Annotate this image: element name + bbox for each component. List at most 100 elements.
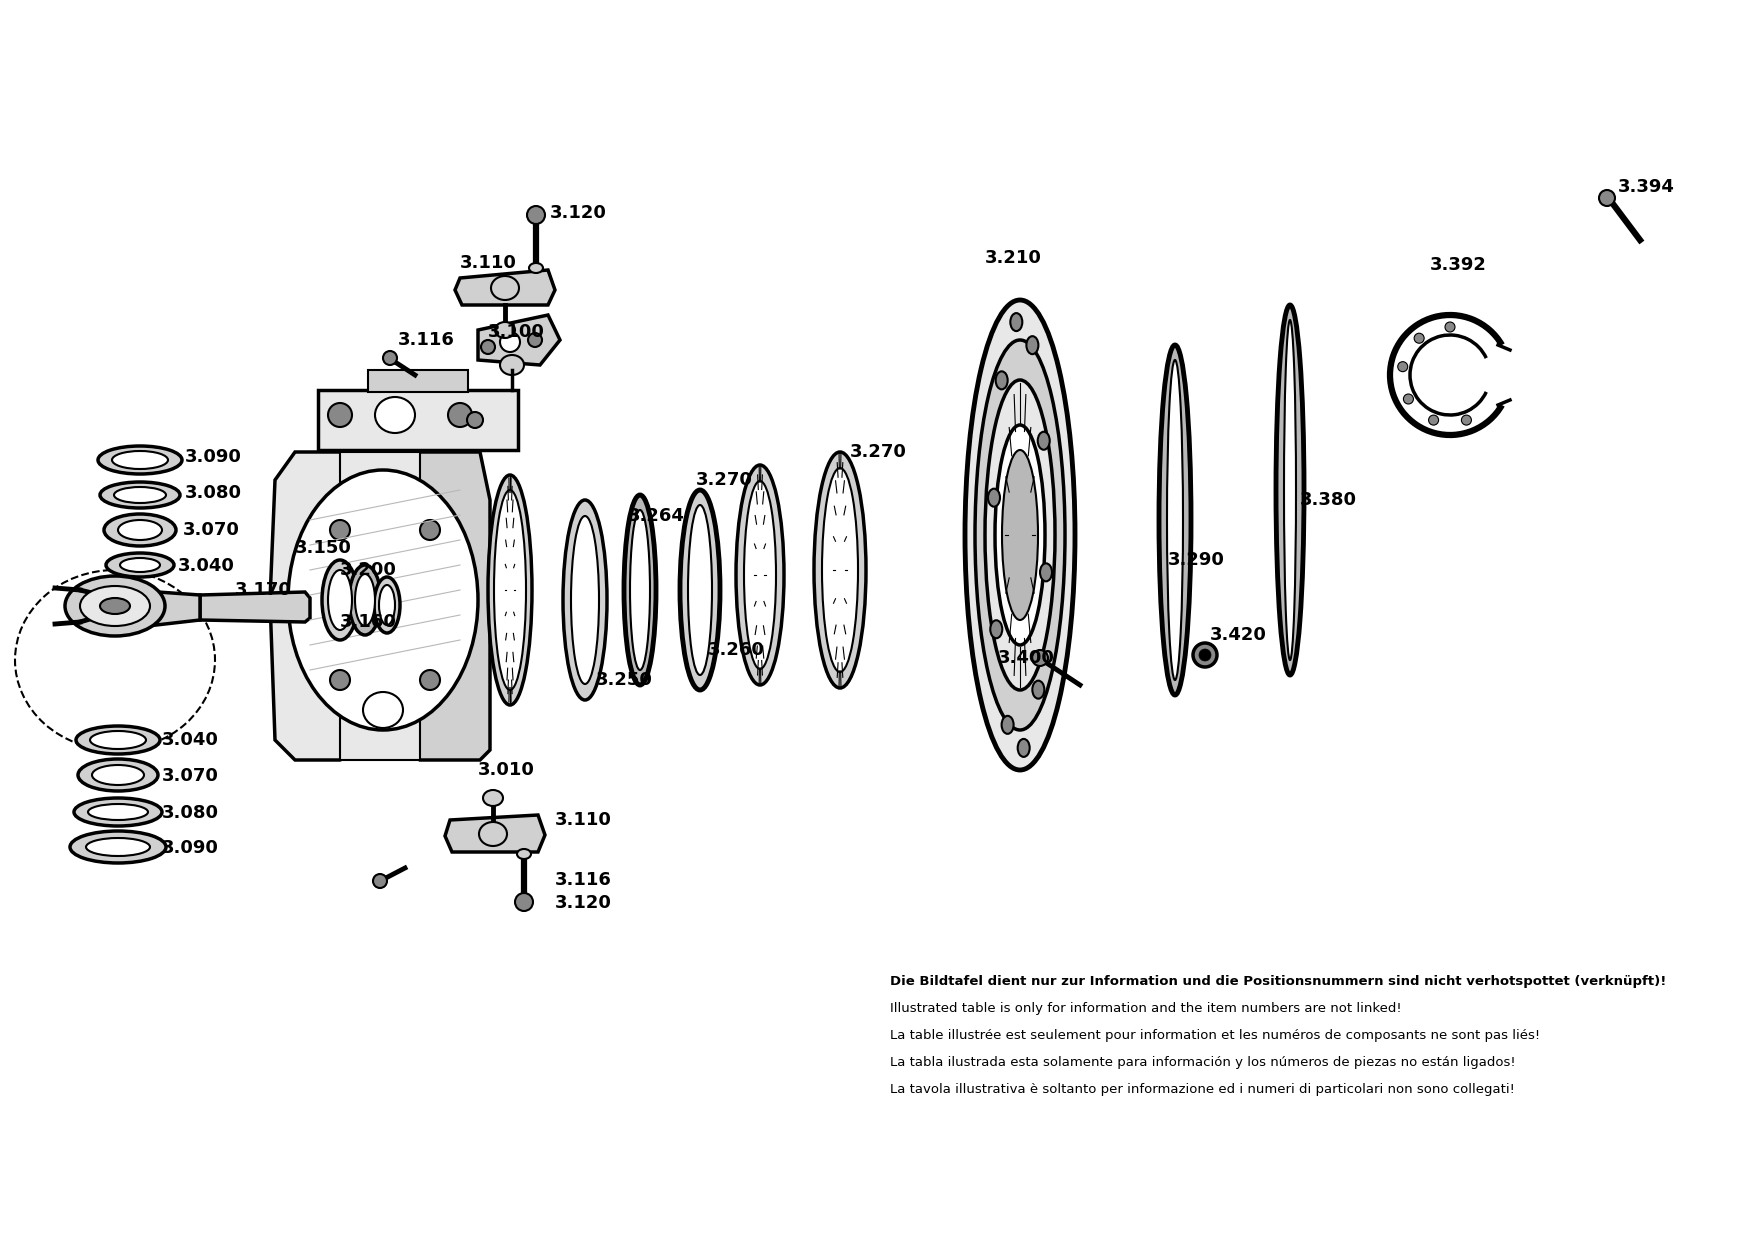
Circle shape <box>1461 415 1472 425</box>
Text: 3.090: 3.090 <box>184 448 242 466</box>
Text: 3.110: 3.110 <box>554 811 612 828</box>
Text: 3.160: 3.160 <box>340 614 396 631</box>
Ellipse shape <box>737 465 784 686</box>
Ellipse shape <box>1017 739 1030 756</box>
Ellipse shape <box>330 669 351 691</box>
Ellipse shape <box>1200 650 1210 661</box>
Text: 3.420: 3.420 <box>1210 626 1266 645</box>
Circle shape <box>1428 415 1438 425</box>
Ellipse shape <box>1166 360 1182 681</box>
Text: 3.080: 3.080 <box>161 804 219 822</box>
Text: 3.100: 3.100 <box>488 323 545 342</box>
Polygon shape <box>317 390 517 450</box>
Ellipse shape <box>419 520 440 540</box>
Ellipse shape <box>375 397 416 433</box>
Ellipse shape <box>103 514 175 546</box>
Text: 3.270: 3.270 <box>851 443 907 461</box>
Polygon shape <box>479 315 560 365</box>
Ellipse shape <box>330 520 351 540</box>
Text: La tabla ilustrada esta solamente para información y los números de piezas no es: La tabla ilustrada esta solamente para i… <box>889 1056 1515 1069</box>
Ellipse shape <box>526 206 545 224</box>
Text: La tavola illustrativa è soltanto per informazione ed i numeri di particolari no: La tavola illustrativa è soltanto per in… <box>889 1083 1515 1095</box>
Circle shape <box>1445 322 1456 332</box>
Ellipse shape <box>354 574 375 626</box>
Ellipse shape <box>100 482 181 508</box>
Ellipse shape <box>744 481 775 669</box>
Polygon shape <box>270 452 360 760</box>
Polygon shape <box>446 815 545 852</box>
Ellipse shape <box>528 333 542 347</box>
Polygon shape <box>405 452 489 760</box>
Ellipse shape <box>114 487 167 503</box>
Ellipse shape <box>1033 681 1044 699</box>
Ellipse shape <box>98 446 182 474</box>
Circle shape <box>1398 361 1408 371</box>
Text: Illustrated table is only for information and the item numbers are not linked!: Illustrated table is only for informatio… <box>889 1002 1401 1015</box>
Ellipse shape <box>363 692 403 728</box>
Ellipse shape <box>975 340 1065 730</box>
Text: Die Bildtafel dient nur zur Information und die Positionsnummern sind nicht verh: Die Bildtafel dient nur zur Information … <box>889 975 1666 987</box>
Ellipse shape <box>91 765 144 785</box>
Ellipse shape <box>1031 650 1047 666</box>
Ellipse shape <box>81 586 151 626</box>
Ellipse shape <box>89 732 146 749</box>
Text: 3.010: 3.010 <box>479 761 535 779</box>
Text: 3.116: 3.116 <box>398 332 454 349</box>
Ellipse shape <box>1026 337 1038 354</box>
Ellipse shape <box>996 371 1007 389</box>
Ellipse shape <box>288 469 479 730</box>
Text: La table illustrée est seulement pour information et les numéros de composants n: La table illustrée est seulement pour in… <box>889 1030 1540 1042</box>
Ellipse shape <box>1038 432 1049 450</box>
Ellipse shape <box>112 451 168 469</box>
Ellipse shape <box>382 351 396 365</box>
Ellipse shape <box>1010 313 1023 332</box>
Ellipse shape <box>1600 190 1615 206</box>
Polygon shape <box>130 590 200 628</box>
Ellipse shape <box>74 799 161 826</box>
Text: 3.040: 3.040 <box>161 732 219 749</box>
Ellipse shape <box>379 585 395 625</box>
Ellipse shape <box>500 355 524 375</box>
Text: 3.400: 3.400 <box>998 650 1054 667</box>
Polygon shape <box>340 452 419 760</box>
Ellipse shape <box>419 669 440 691</box>
Ellipse shape <box>1284 320 1296 660</box>
Ellipse shape <box>630 510 651 669</box>
Text: 3.116: 3.116 <box>554 871 612 889</box>
Text: 3.080: 3.080 <box>184 484 242 502</box>
Ellipse shape <box>88 804 147 820</box>
Ellipse shape <box>118 520 161 540</box>
Ellipse shape <box>991 620 1002 638</box>
Ellipse shape <box>1275 306 1303 674</box>
Ellipse shape <box>1002 715 1014 734</box>
Ellipse shape <box>995 425 1045 645</box>
Circle shape <box>1414 333 1424 343</box>
Ellipse shape <box>349 565 381 635</box>
Ellipse shape <box>823 468 858 672</box>
Polygon shape <box>454 270 554 306</box>
Ellipse shape <box>688 505 712 674</box>
Ellipse shape <box>65 576 165 636</box>
Ellipse shape <box>572 515 600 684</box>
Ellipse shape <box>495 322 516 338</box>
Ellipse shape <box>965 301 1075 770</box>
Ellipse shape <box>467 412 482 428</box>
Text: 3.120: 3.120 <box>551 204 607 222</box>
Ellipse shape <box>105 553 174 578</box>
Ellipse shape <box>77 759 158 791</box>
Ellipse shape <box>479 822 507 846</box>
Ellipse shape <box>500 332 519 351</box>
Ellipse shape <box>328 402 353 427</box>
Circle shape <box>1403 394 1414 404</box>
Ellipse shape <box>481 340 495 354</box>
Ellipse shape <box>988 488 1000 507</box>
Ellipse shape <box>374 578 400 633</box>
Ellipse shape <box>986 380 1054 691</box>
Ellipse shape <box>488 474 531 705</box>
Text: 3.394: 3.394 <box>1617 178 1675 196</box>
Ellipse shape <box>516 893 533 910</box>
Ellipse shape <box>447 402 472 427</box>
Text: 3.090: 3.090 <box>161 840 219 857</box>
Ellipse shape <box>495 491 526 691</box>
Ellipse shape <box>119 558 160 573</box>
